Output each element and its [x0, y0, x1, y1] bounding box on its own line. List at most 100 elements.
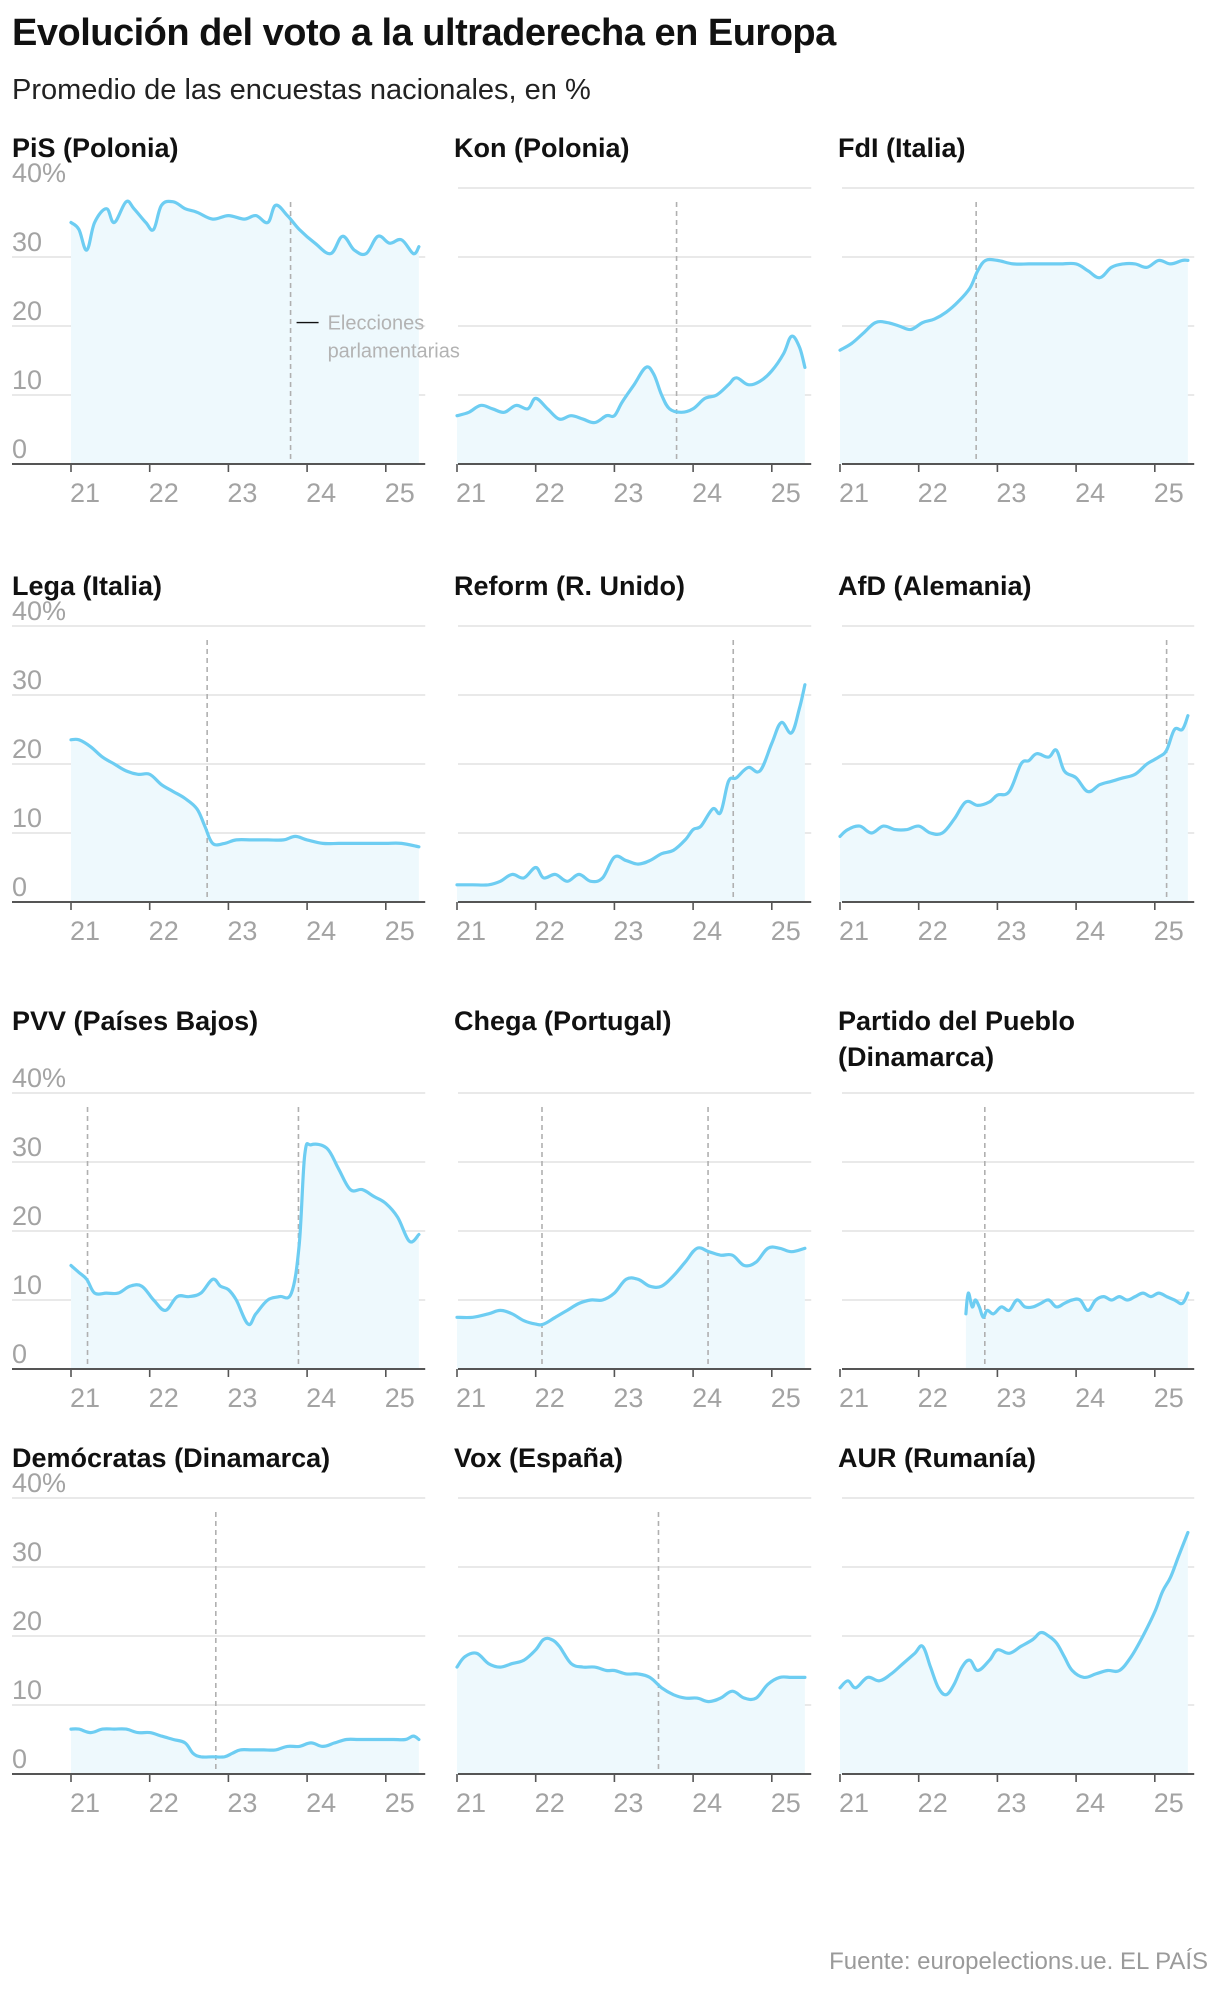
x-tick-label: 22: [535, 1788, 565, 1818]
y-tick-label: 0: [12, 1744, 27, 1774]
chart-title: Demócratas (Dinamarca): [12, 1443, 331, 1473]
chart-svg: 40% 30 20 10 0 21 22 23 24 25: [12, 596, 426, 946]
x-tick-label: 23: [227, 916, 257, 946]
x-tick-label: 22: [918, 478, 948, 508]
x-tick-label: 21: [456, 478, 486, 508]
x-tick-label: 21: [839, 1788, 869, 1818]
x-tick-label: 22: [535, 1383, 565, 1413]
y-tick-label: 40%: [12, 1063, 66, 1093]
chart-svg: 21 22 23 24 25: [455, 625, 812, 946]
chart-panel: AfD (Alemania) 21 22 23 24 25: [838, 568, 1220, 1008]
x-tick-label: 22: [535, 478, 565, 508]
x-tick-label: 25: [385, 478, 415, 508]
y-tick-label: 40%: [12, 1468, 66, 1498]
chart-title: Partido del Pueblo (Dinamarca): [838, 1006, 1076, 1072]
chart-title: AUR (Rumanía): [838, 1443, 1037, 1473]
series-area: [457, 1247, 805, 1369]
page-subtitle: Promedio de las encuestas nacionales, en…: [12, 74, 591, 106]
series-line: [69, 737, 421, 849]
series-line: [69, 199, 421, 257]
series-line: [838, 1530, 1190, 1697]
annotation-text: Elecciones: [328, 313, 425, 335]
chart-panel: Lega (Italia) 40% 30 20 10 0 21 22 23 24 25: [12, 568, 426, 1008]
x-tick-label: 21: [839, 916, 869, 946]
chart-svg: 40% 30 20 10 0 21 22 23 24 25: [12, 1468, 426, 1818]
y-tick-label: 0: [12, 872, 27, 902]
x-tick-label: 23: [613, 916, 643, 946]
y-tick-label: 10: [12, 1270, 42, 1300]
series-area: [840, 1532, 1188, 1774]
x-tick-label: 24: [306, 916, 336, 946]
y-tick-label: 10: [12, 365, 42, 395]
chart-svg: 21 22 23 24 25: [455, 1092, 812, 1413]
chart-panel: AUR (Rumanía) 21 22 23 24 25: [838, 1440, 1220, 1880]
x-tick-label: 24: [692, 478, 722, 508]
x-tick-label: 24: [1075, 1383, 1105, 1413]
y-tick-label: 10: [12, 803, 42, 833]
series-area: [71, 1143, 419, 1369]
x-tick-label: 23: [227, 1383, 257, 1413]
page-title: Evolución del voto a la ultraderecha en …: [12, 12, 836, 54]
annotation-text: parlamentarias: [328, 341, 460, 363]
x-tick-label: 25: [771, 1788, 801, 1818]
series-line: [838, 257, 1190, 352]
x-tick-label: 22: [918, 1383, 948, 1413]
series-area: [457, 336, 805, 464]
y-tick-label: 40%: [12, 596, 66, 626]
x-tick-label: 22: [149, 1788, 179, 1818]
chart-panel: PVV (Países Bajos) 40% 30 20 10 0 21 22 23 24 25: [12, 1003, 426, 1443]
chart-panel: Vox (España) 21 22 23 24 25: [454, 1440, 854, 1880]
x-tick-label: 23: [996, 1383, 1026, 1413]
x-tick-label: 25: [385, 1383, 415, 1413]
series-area: [840, 715, 1188, 902]
source-note: Fuente: europelections.ue. EL PAÍS: [829, 1948, 1208, 1975]
y-tick-label: 30: [12, 227, 42, 257]
y-tick-label: 20: [12, 1201, 42, 1231]
x-tick-label: 22: [149, 916, 179, 946]
series-area: [840, 259, 1188, 464]
y-tick-label: 30: [12, 1537, 42, 1567]
chart-panel: Partido del Pueblo (Dinamarca) 21 22 23 24 25: [838, 1003, 1220, 1443]
x-tick-label: 24: [306, 1788, 336, 1818]
x-tick-label: 22: [918, 1788, 948, 1818]
chart-title: PiS (Polonia): [12, 133, 179, 163]
x-tick-label: 23: [613, 1788, 643, 1818]
x-tick-label: 25: [771, 916, 801, 946]
chart-title: PVV (Países Bajos): [12, 1006, 259, 1036]
x-tick-label: 25: [1154, 916, 1184, 946]
chart-panel: FdI (Italia) 21 22 23 24 25: [838, 130, 1220, 570]
x-tick-label: 25: [1154, 478, 1184, 508]
series-area: [71, 739, 419, 902]
y-tick-label: 20: [12, 734, 42, 764]
x-tick-label: 21: [70, 916, 100, 946]
series-area: [965, 1293, 1188, 1369]
y-tick-label: 20: [12, 296, 42, 326]
x-tick-label: 24: [306, 478, 336, 508]
x-tick-label: 25: [1154, 1383, 1184, 1413]
y-tick-label: 40%: [12, 158, 66, 188]
x-tick-label: 22: [149, 1383, 179, 1413]
y-tick-label: 20: [12, 1606, 42, 1636]
chart-panel: Reform (R. Unido) 21 22 23 24 25: [454, 568, 854, 1008]
series-area: [71, 1728, 419, 1774]
chart-title: Chega (Portugal): [454, 1006, 672, 1036]
chart-svg: 40% 30 20 10 0 21 22 23 24 25: [12, 1063, 426, 1413]
chart-svg: 40% 30 20 10 0 21 22 23 24 25 Elecciones parlamenta…: [12, 158, 460, 508]
chart-title: Vox (España): [454, 1443, 624, 1473]
x-tick-label: 23: [227, 1788, 257, 1818]
x-tick-label: 23: [227, 478, 257, 508]
x-tick-label: 22: [918, 916, 948, 946]
y-tick-label: 10: [12, 1675, 42, 1705]
x-tick-label: 23: [613, 478, 643, 508]
series-line: [69, 1727, 421, 1759]
chart-svg: 21 22 23 24 25: [838, 1497, 1195, 1818]
chart-title: Lega (Italia): [12, 571, 163, 601]
x-tick-label: 24: [692, 1383, 722, 1413]
chart-title: Reform (R. Unido): [454, 571, 685, 601]
series-line: [455, 683, 807, 887]
x-tick-label: 24: [692, 1788, 722, 1818]
x-tick-label: 22: [535, 916, 565, 946]
x-tick-label: 21: [70, 478, 100, 508]
x-tick-label: 24: [692, 916, 722, 946]
series-line: [838, 714, 1190, 838]
